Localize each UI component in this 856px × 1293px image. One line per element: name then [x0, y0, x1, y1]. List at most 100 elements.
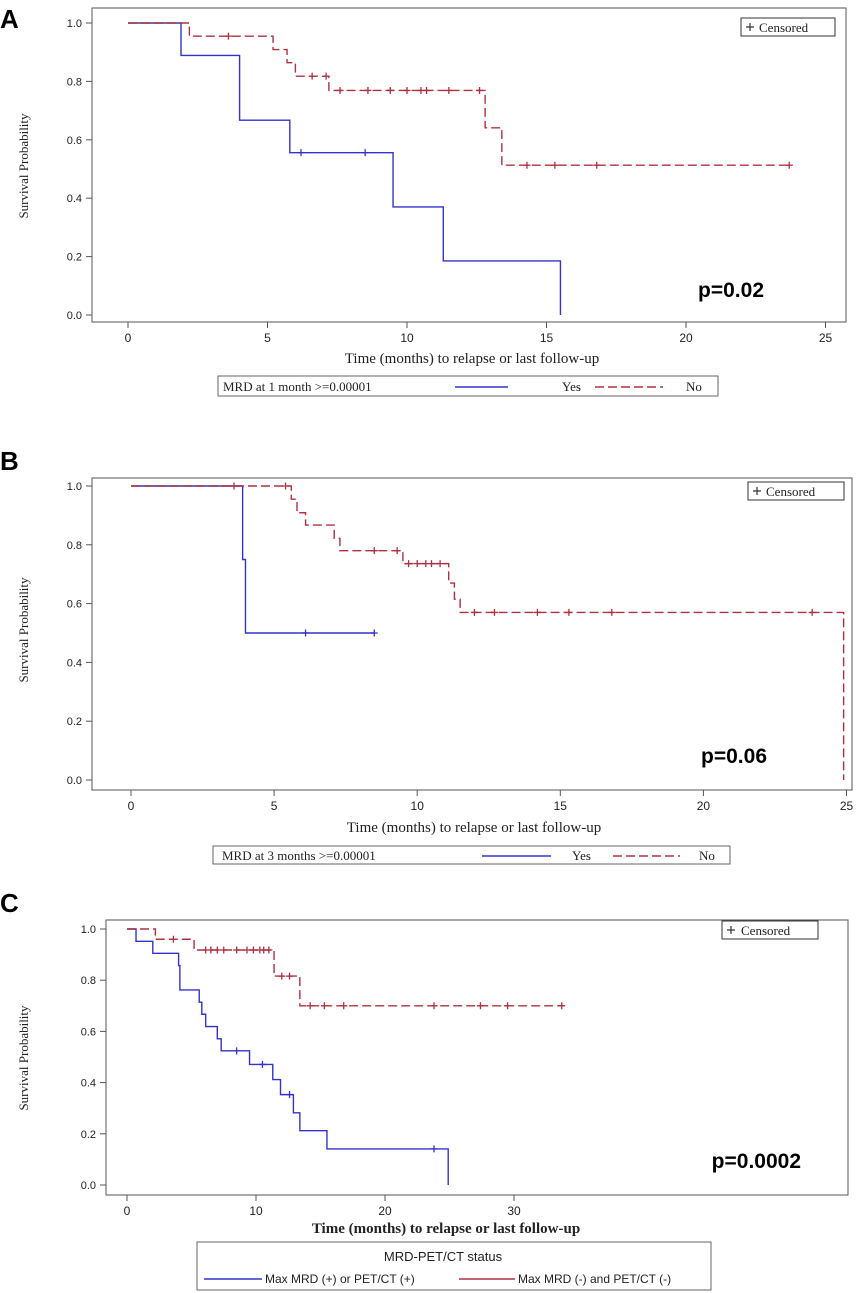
censor-mark: [413, 560, 421, 568]
censor-mark: [523, 161, 531, 169]
censor-mark: [558, 1002, 566, 1010]
censor-mark: [361, 149, 369, 157]
censor-mark: [320, 1002, 328, 1010]
censor-mark: [551, 161, 559, 169]
y-tick-label: 0.4: [67, 657, 82, 669]
legend-label-b: Max MRD (-) and PET/CT (-): [518, 1272, 671, 1286]
censor-mark: [308, 72, 316, 80]
y-tick-label: 0.8: [67, 76, 82, 88]
legend-label-a: Yes: [562, 379, 581, 394]
censor-mark: [230, 482, 238, 490]
censor-mark: [490, 608, 498, 616]
censored-legend-label: Censored: [741, 923, 791, 938]
censor-mark: [224, 32, 232, 40]
y-tick-label: 1.0: [81, 924, 96, 936]
x-tick-label: 0: [124, 1204, 131, 1218]
censor-mark: [258, 1060, 266, 1068]
censor-mark: [220, 946, 228, 954]
series-legend-title: MRD at 3 months >=0.00001: [222, 848, 376, 863]
censor-mark: [393, 547, 401, 555]
plot-frame: [91, 7, 847, 323]
plot-frame: [91, 477, 853, 791]
series-line-a: [127, 928, 449, 1185]
y-axis-label: Survival Probability: [16, 1005, 31, 1111]
x-axis-label: Time (months) to relapse or last follow-…: [312, 1221, 580, 1237]
x-tick-label: 0: [128, 799, 135, 813]
y-tick-label: 0.4: [67, 193, 82, 205]
censor-mark: [403, 86, 411, 94]
censored-legend-label: Censored: [759, 20, 809, 35]
x-tick-label: 10: [400, 331, 414, 345]
censor-mark: [445, 86, 453, 94]
censor-mark: [336, 86, 344, 94]
p-value-annotation: p=0.02: [698, 279, 764, 302]
x-axis-label: Time (months) to relapse or last follow-…: [347, 820, 601, 836]
censor-mark: [364, 86, 372, 94]
y-tick-label: 0.8: [67, 540, 82, 552]
censor-mark: [423, 86, 431, 94]
y-tick-label: 0.0: [67, 775, 82, 787]
y-axis-label: Survival Probability: [16, 113, 31, 219]
x-tick-label: 10: [249, 1204, 263, 1218]
x-tick-label: 10: [411, 799, 425, 813]
series-legend-title: MRD-PET/CT status: [384, 1249, 503, 1264]
censor-mark: [386, 86, 394, 94]
censor-mark: [233, 1047, 241, 1055]
y-tick-label: 0.2: [67, 252, 82, 264]
p-value-annotation: p=0.06: [701, 745, 767, 768]
p-value-annotation: p=0.0002: [712, 1150, 801, 1173]
censor-mark: [233, 946, 241, 954]
y-tick-label: 0.2: [81, 1129, 96, 1141]
censor-mark: [286, 1091, 294, 1099]
censor-mark: [302, 629, 310, 637]
panel-label: C: [0, 888, 19, 918]
y-tick-label: 0.0: [81, 1180, 96, 1192]
panel-b-chart: B 0.0 0.2 0.4 0.6 0.8 1.0 0 5 10 15 20 25 Survival Pr…: [0, 446, 853, 865]
panel-label: B: [0, 446, 19, 476]
y-tick-label: 0.6: [67, 599, 82, 611]
censor-mark: [504, 1002, 512, 1010]
censor-mark: [470, 608, 478, 616]
censor-mark: [593, 161, 601, 169]
x-tick-label: 5: [271, 799, 278, 813]
censor-mark: [243, 946, 251, 954]
y-axis-label: Survival Probability: [16, 577, 31, 683]
censored-legend-icon: [746, 23, 754, 31]
censor-mark: [476, 1002, 484, 1010]
censor-mark: [282, 482, 290, 490]
x-tick-label: 20: [378, 1204, 392, 1218]
censor-mark: [428, 560, 436, 568]
series-line-a: [131, 485, 375, 634]
censor-mark: [785, 161, 793, 169]
censor-mark: [565, 608, 573, 616]
censor-mark: [306, 1002, 314, 1010]
series-line-b: [131, 485, 845, 780]
censor-mark: [278, 972, 286, 980]
series-line-b: [128, 22, 793, 166]
x-tick-label: 5: [264, 331, 271, 345]
x-tick-label: 15: [540, 331, 554, 345]
y-tick-label: 1.0: [67, 18, 82, 30]
panel-c-chart: C 0.0 0.2 0.4 0.6 0.8 1.0 0 10 20 30 Survival Proba…: [0, 888, 849, 1291]
y-tick-label: 0.0: [67, 310, 82, 322]
censor-mark: [808, 608, 816, 616]
censor-mark: [476, 86, 484, 94]
series-legend-title: MRD at 1 month >=0.00001: [223, 379, 372, 394]
censor-mark: [249, 946, 257, 954]
censored-legend-box: [747, 481, 845, 501]
censor-mark: [430, 1145, 438, 1153]
panel-a-chart: A 0.0 0.2 0.4 0.6 0.8 1.0 0 5 10 15 20 25 Survival Pr…: [0, 4, 847, 397]
censored-legend-box: [721, 920, 819, 940]
censor-mark: [608, 608, 616, 616]
y-tick-label: 0.6: [67, 135, 82, 147]
censor-mark: [370, 547, 378, 555]
x-tick-label: 15: [554, 799, 568, 813]
censor-mark: [533, 608, 541, 616]
censor-mark: [430, 1002, 438, 1010]
panel-label: A: [0, 4, 19, 34]
series-legend-box: [196, 1241, 712, 1291]
x-tick-label: 0: [125, 331, 132, 345]
series-line-b: [127, 928, 562, 1007]
censor-mark: [322, 72, 330, 80]
